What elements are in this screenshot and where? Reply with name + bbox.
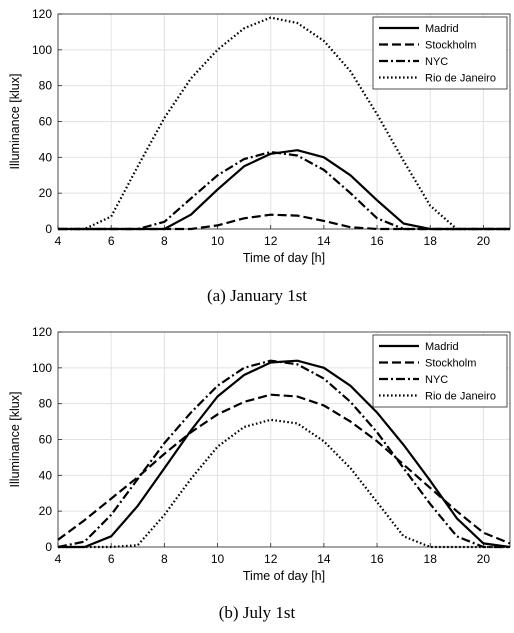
c1-x-tick-label: 10 xyxy=(211,552,225,566)
c1-y-tick-label: 120 xyxy=(32,325,52,339)
c1-series-line-rio-de-janeiro xyxy=(58,418,510,549)
c1-x-tick-label: 20 xyxy=(477,552,491,566)
c0-y-tick-label: 40 xyxy=(39,150,53,164)
chart-panel-july: 4 6 8 10 12 14 16 18 20 0 20 40 60 80 100 120 Time of da… xyxy=(0,318,514,633)
c0-series-line-madrid xyxy=(58,149,510,231)
c0-y-tick-label: 60 xyxy=(39,115,53,129)
c0-legend-label: Madrid xyxy=(425,23,459,35)
c0-y-tick-label: 80 xyxy=(39,79,53,93)
c1-x-tick-label: 18 xyxy=(424,552,438,566)
c0-y-tick-label: 100 xyxy=(32,43,52,57)
c0-x-tick-label: 6 xyxy=(108,234,115,248)
c1-series-line-stockholm xyxy=(57,393,511,545)
c1-y-axis-label: Illuminance [klux] xyxy=(8,392,22,488)
c1-y-tick-label: 80 xyxy=(39,397,53,411)
c1-legend-label: Rio de Janeiro xyxy=(425,391,496,403)
c1-y-tick-label: 20 xyxy=(39,504,53,518)
c0-x-tick-label: 10 xyxy=(211,234,225,248)
c0-legend-label: Stockholm xyxy=(425,40,476,52)
c1-x-tick-label: 16 xyxy=(370,552,384,566)
c1-x-tick-label: 12 xyxy=(264,552,278,566)
chart-panel-january: 4 6 8 10 12 14 16 18 20 0 20 40 60 80 100 120 Time of da… xyxy=(0,0,514,315)
c0-legend: Madrid Stockholm NYC Rio de Janeiro xyxy=(372,16,508,90)
chart-july: 4 6 8 10 12 14 16 18 20 0 20 40 60 80 100 120 Time of da… xyxy=(8,325,511,583)
c0-x-tick-label: 12 xyxy=(264,234,278,248)
c0-x-tick-label: 16 xyxy=(370,234,384,248)
c1-y-tick-label: 40 xyxy=(39,468,53,482)
c1-x-tick-label: 14 xyxy=(317,552,331,566)
c1-x-axis-label: Time of day [h] xyxy=(243,569,325,583)
c0-x-tick-label: 4 xyxy=(55,234,62,248)
c1-y-tick-label: 100 xyxy=(32,361,52,375)
c1-legend-label: Madrid xyxy=(425,341,459,353)
c1-series-line-nyc xyxy=(57,359,510,549)
c0-y-axis-label: Illuminance [klux] xyxy=(8,74,22,170)
c0-x-tick-label: 20 xyxy=(477,234,491,248)
c0-series-line-stockholm xyxy=(58,213,510,231)
c0-series-line-nyc xyxy=(58,150,510,231)
caption-january: (a) January 1st xyxy=(206,286,308,305)
c1-x-tick-label: 8 xyxy=(161,552,168,566)
c0-y-tick-label: 0 xyxy=(45,222,52,236)
c1-legend-label: Stockholm xyxy=(425,358,476,370)
c0-x-tick-label: 8 xyxy=(161,234,168,248)
c1-x-tick-label: 6 xyxy=(108,552,115,566)
c1-legend-label: NYC xyxy=(425,374,448,386)
c0-y-tick-label: 20 xyxy=(39,186,53,200)
chart-january: 4 6 8 10 12 14 16 18 20 0 20 40 60 80 100 120 Time of da… xyxy=(8,7,511,265)
c0-legend-label: Rio de Janeiro xyxy=(425,73,496,85)
c0-y-tick-label: 120 xyxy=(32,7,52,21)
c1-y-tick-label: 60 xyxy=(39,433,53,447)
c0-legend-label: NYC xyxy=(425,56,448,68)
c1-y-tick-label: 0 xyxy=(45,540,52,554)
caption-july: (b) July 1st xyxy=(218,603,296,622)
c1-series-line-madrid xyxy=(58,359,511,549)
c0-x-axis-label: Time of day [h] xyxy=(243,251,325,265)
c0-x-tick-label: 18 xyxy=(424,234,438,248)
c1-legend: Madrid Stockholm NYC Rio de Janeiro xyxy=(372,334,508,408)
c1-x-tick-label: 4 xyxy=(55,552,62,566)
c0-x-tick-label: 14 xyxy=(317,234,331,248)
